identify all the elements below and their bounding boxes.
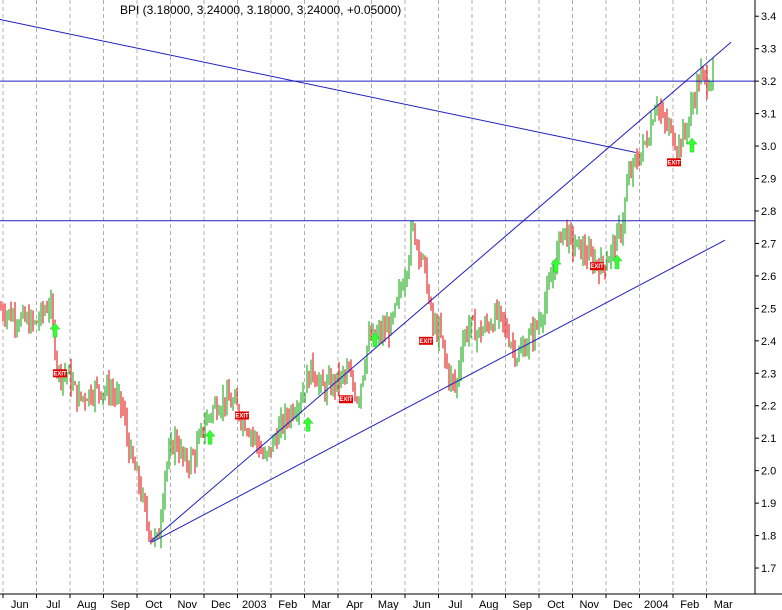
buy-arrow <box>550 257 562 273</box>
buy-arrow <box>204 429 216 445</box>
x-tick-label: Apr <box>346 599 363 610</box>
x-tick-label: Nov <box>579 599 599 610</box>
buy-arrow <box>369 332 381 348</box>
y-tick-label: 2.3 <box>761 368 776 380</box>
y-tick-label: 3.2 <box>761 76 776 88</box>
exit-label: EXIT <box>590 264 604 270</box>
x-tick-label: Sep <box>110 599 130 610</box>
x-tick-label: Jul <box>448 599 462 610</box>
buy-arrow <box>49 322 61 338</box>
x-tick-label: 2003 <box>242 599 266 610</box>
trend-line-layer <box>0 18 755 543</box>
buy-arrow <box>302 416 314 432</box>
y-tick-label: 2.4 <box>761 336 776 348</box>
candle-layer <box>0 57 714 549</box>
buy-arrow <box>611 254 623 270</box>
x-tick-label: Jun <box>11 599 29 610</box>
exit-marker <box>339 395 353 404</box>
trend-line <box>149 41 732 543</box>
x-tick-label: Jun <box>413 599 431 610</box>
buy-arrow <box>686 137 698 153</box>
y-tick-label: 2.6 <box>761 271 776 283</box>
chart-title: BPI (3.18000, 3.24000, 3.18000, 3.24000,… <box>120 3 401 17</box>
exit-label: EXIT <box>53 371 67 377</box>
x-tick-label: Aug <box>479 599 499 610</box>
y-tick-label: 2.7 <box>761 238 776 250</box>
y-tick-label: 1.8 <box>761 531 776 543</box>
exit-label: EXIT <box>419 339 433 345</box>
y-tick-label: 3.0 <box>761 141 776 153</box>
exit-marker <box>419 336 433 345</box>
signal-marker-layer: EXIT EXIT EXIT EXIT EXIT EXIT <box>49 137 698 445</box>
exit-label: EXIT <box>235 413 249 419</box>
exit-marker <box>590 262 604 271</box>
x-axis-ticks: Jun Jul Aug Sep Oct Nov Dec 2003 Feb Mar Apr May Jun… <box>2 594 733 610</box>
y-tick-label: 1.9 <box>761 498 776 510</box>
y-tick-label: 2.9 <box>761 174 776 186</box>
x-tick-label: 2004 <box>644 599 668 610</box>
x-tick-label: Oct <box>547 599 564 610</box>
y-tick-label: 3.1 <box>761 109 776 121</box>
x-tick-label: May <box>378 599 399 610</box>
grid-layer <box>2 0 707 594</box>
exit-marker <box>53 369 67 378</box>
y-tick-label: 2.5 <box>761 303 776 315</box>
x-tick-label: Mar <box>312 599 331 610</box>
exit-marker <box>667 158 681 167</box>
trend-line <box>0 18 637 154</box>
x-tick-label: Oct <box>145 599 162 610</box>
y-tick-label: 3.3 <box>761 44 776 56</box>
trend-line <box>151 239 726 543</box>
x-tick-label: Jul <box>46 599 60 610</box>
x-tick-label: Feb <box>278 599 297 610</box>
x-tick-label: Feb <box>680 599 699 610</box>
y-axis-ticks: 1.7 1.8 1.9 2.0 2.1 2.2 2.3 2.4 2.5 2.6 2.7 2.8 2.9 3… <box>755 11 776 575</box>
y-tick-label: 2.1 <box>761 433 776 445</box>
x-tick-label: Dec <box>613 599 633 610</box>
y-tick-label: 2.8 <box>761 206 776 218</box>
y-tick-label: 3.4 <box>761 11 776 23</box>
y-tick-label: 1.7 <box>761 563 776 575</box>
x-tick-label: Mar <box>714 599 733 610</box>
exit-label: EXIT <box>339 397 353 403</box>
x-tick-label: Sep <box>512 599 532 610</box>
exit-marker <box>235 411 249 420</box>
x-tick-label: Dec <box>211 599 231 610</box>
y-tick-label: 2.0 <box>761 466 776 478</box>
x-tick-label: Nov <box>177 599 197 610</box>
exit-label: EXIT <box>667 160 681 166</box>
x-tick-label: Aug <box>77 599 97 610</box>
y-tick-label: 2.2 <box>761 401 776 413</box>
